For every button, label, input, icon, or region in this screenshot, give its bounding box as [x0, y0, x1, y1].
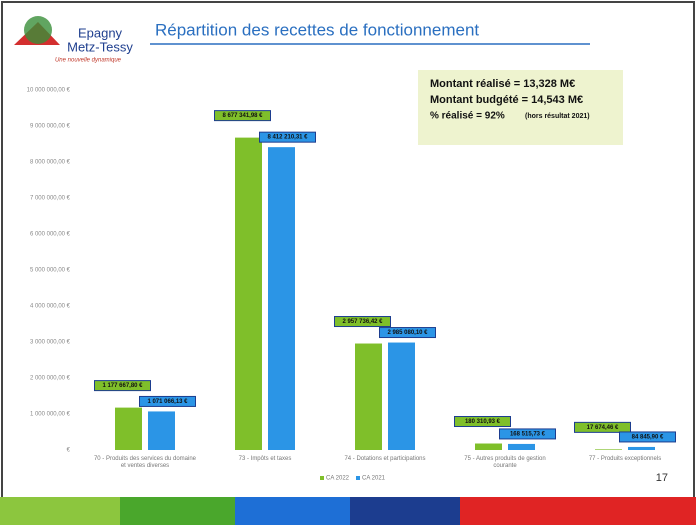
- bar: [268, 147, 295, 450]
- value-label: 8 677 341,98 €: [222, 113, 263, 119]
- y-tick-label: 8 000 000,00 €: [30, 160, 71, 166]
- value-label-box: [94, 380, 151, 392]
- chart-title: Répartition des recettes de fonctionneme…: [155, 20, 479, 39]
- bar: [148, 411, 175, 450]
- y-tick-label: €: [67, 448, 71, 454]
- legend-label: CA 2021: [362, 476, 386, 482]
- value-label: 168 515,73 €: [510, 432, 546, 438]
- y-tick-label: 10 000 000,00 €: [27, 88, 71, 94]
- legend-swatch: [320, 476, 324, 480]
- logo-text: Metz-Tessy: [67, 39, 133, 54]
- logo-text: Epagny: [78, 25, 123, 40]
- x-tick-label: 70 - Produits des services du domaine et…: [93, 456, 197, 469]
- bar: [235, 137, 262, 450]
- value-label-box: [334, 316, 391, 328]
- bar: [508, 443, 535, 450]
- value-label-box: [259, 131, 316, 143]
- value-label: 84 845,90 €: [632, 435, 664, 441]
- bar: [595, 449, 622, 450]
- bar: [388, 342, 415, 450]
- value-label-box: [454, 416, 511, 428]
- value-label-box: [379, 327, 436, 339]
- logo-tree: [24, 16, 52, 44]
- summary-box: [418, 70, 623, 145]
- footer-band: [235, 497, 350, 525]
- summary-note: (hors résultat 2021): [525, 113, 590, 120]
- y-tick-label: 5 000 000,00 €: [30, 268, 71, 274]
- footer-band: [120, 497, 235, 525]
- value-label: 1 071 066,13 €: [147, 399, 188, 405]
- summary-line: Montant réalisé = 13,328 M€: [430, 78, 575, 90]
- x-tick-label: 77 - Produits exceptionnels: [588, 456, 662, 462]
- page-number: 17: [656, 472, 668, 484]
- summary-line: Montant budgété = 14,543 M€: [430, 94, 583, 106]
- value-label: 17 674,46 €: [587, 425, 619, 431]
- logo-tagline: Une nouvelle dynamique: [55, 58, 122, 64]
- x-tick-label: 73 - Impôts et taxes: [238, 456, 292, 462]
- value-label-box: [214, 110, 271, 122]
- y-tick-label: 9 000 000,00 €: [30, 124, 71, 130]
- footer-band: [460, 497, 696, 525]
- bar: [628, 446, 655, 450]
- summary-line: % réalisé = 92%: [430, 111, 505, 122]
- legend-swatch: [356, 476, 360, 480]
- value-label: 180 310,93 €: [465, 419, 501, 425]
- footer-band: [350, 497, 460, 525]
- value-label: 2 985 080,10 €: [387, 330, 428, 336]
- y-tick-label: 2 000 000,00 €: [30, 376, 71, 382]
- bar: [115, 407, 142, 450]
- value-label-box: [619, 431, 676, 443]
- y-tick-label: 7 000 000,00 €: [30, 196, 71, 202]
- bar: [475, 443, 502, 450]
- y-tick-label: 1 000 000,00 €: [30, 412, 71, 418]
- value-label-box: [574, 421, 631, 433]
- value-label: 8 412 210,31 €: [267, 135, 308, 141]
- value-label-box: [139, 395, 196, 407]
- bar: [355, 343, 382, 450]
- y-tick-label: 3 000 000,00 €: [30, 340, 71, 346]
- y-tick-label: 4 000 000,00 €: [30, 304, 71, 310]
- legend-label: CA 2022: [326, 476, 350, 482]
- value-label: 1 177 667,80 €: [102, 383, 143, 389]
- y-tick-label: 6 000 000,00 €: [30, 232, 71, 238]
- x-tick-label: 75 - Autres produits de gestion courante: [464, 456, 546, 469]
- footer-band: [0, 497, 120, 525]
- value-label: 2 957 736,42 €: [342, 319, 383, 325]
- x-tick-label: 74 - Dotations et participations: [344, 456, 426, 462]
- value-label-box: [499, 428, 556, 440]
